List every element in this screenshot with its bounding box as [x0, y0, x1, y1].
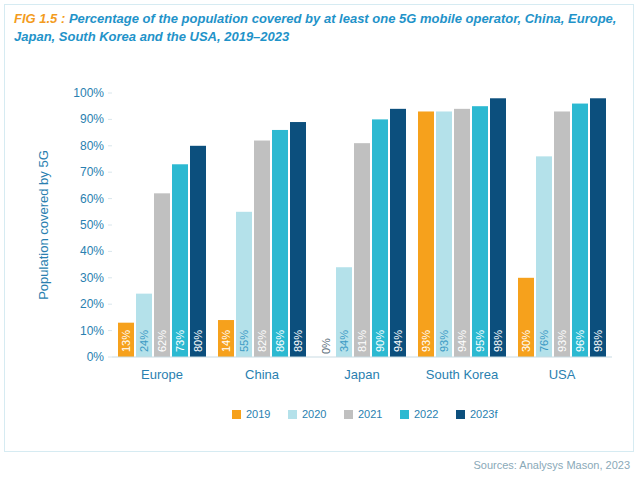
data-label: 93%: [420, 330, 432, 352]
data-label: 62%: [156, 330, 168, 352]
y-tick-label: 100%: [73, 86, 104, 100]
data-label: 73%: [174, 330, 186, 352]
y-axis-label: Population covered by 5G: [36, 150, 51, 300]
legend-swatch: [400, 410, 409, 419]
data-label: 82%: [256, 330, 268, 352]
y-tick: [108, 172, 112, 173]
bar: [390, 109, 406, 357]
data-label: 30%: [520, 330, 532, 352]
x-tick-label: Japan: [344, 367, 379, 382]
data-label: 80%: [192, 330, 204, 352]
bar: [518, 278, 534, 357]
bar: [372, 119, 388, 357]
data-label: 95%: [474, 330, 486, 352]
data-label: 55%: [238, 330, 250, 352]
x-tick-label: China: [245, 367, 280, 382]
y-tick: [108, 357, 112, 358]
data-label: 34%: [338, 330, 350, 352]
data-label: 90%: [374, 330, 386, 352]
legend-swatch: [344, 410, 353, 419]
bars: [118, 98, 606, 357]
data-label: 14%: [220, 330, 232, 352]
data-label: 0%: [320, 338, 332, 354]
y-tick-label: 30%: [80, 271, 104, 285]
bar: [290, 122, 306, 357]
bar: [490, 98, 506, 357]
bar: [436, 111, 452, 357]
bar: [418, 111, 434, 357]
data-label: 81%: [356, 330, 368, 352]
legend: 2019 2020 2021 2022 2023f: [232, 408, 498, 420]
bar: [236, 212, 252, 357]
source: Sources: Analysys Mason, 2023: [473, 459, 630, 471]
data-label: 13%: [120, 330, 132, 352]
bar: [472, 106, 488, 357]
chart: 0% 10% 20% 30% 40% 50% 60% 70% 80% 90% 100% Populat…: [0, 0, 640, 482]
bar: [172, 164, 188, 357]
data-label: 93%: [556, 330, 568, 352]
data-label: 94%: [456, 330, 468, 352]
y-tick-label: 40%: [80, 244, 104, 258]
x-axis: [112, 357, 612, 358]
y-tick-label: 60%: [80, 192, 104, 206]
y-tick: [108, 119, 112, 120]
y-tick: [108, 198, 112, 199]
bar: [590, 98, 606, 357]
data-label: 93%: [438, 330, 450, 352]
data-labels: 13% 14% 0% 93% 30% 24% 55% 34% 93% 76% 62% 82% 81% 94…: [120, 330, 604, 354]
bar: [572, 104, 588, 357]
legend-label: 2019: [246, 408, 270, 420]
data-label: 76%: [538, 330, 550, 352]
legend-label: 2021: [358, 408, 382, 420]
legend-label: 2020: [302, 408, 326, 420]
x-tick-label: South Korea: [426, 367, 499, 382]
bar: [136, 294, 152, 357]
bar: [336, 267, 352, 357]
bar: [118, 323, 134, 357]
legend-label: 2022: [414, 408, 438, 420]
y-tick: [108, 330, 112, 331]
data-label: 98%: [592, 330, 604, 352]
y-tick: [108, 277, 112, 278]
bar: [354, 143, 370, 357]
data-label: 24%: [138, 330, 150, 352]
y-tick: [108, 93, 112, 94]
data-label: 98%: [492, 330, 504, 352]
bar: [272, 130, 288, 357]
data-label: 86%: [274, 330, 286, 352]
bar: [154, 193, 170, 357]
x-tick-label: Europe: [141, 367, 183, 382]
bar: [190, 146, 206, 357]
y-tick-label: 70%: [80, 165, 104, 179]
bar: [554, 111, 570, 357]
y-tick-label: 90%: [80, 112, 104, 126]
data-label: 89%: [292, 330, 304, 352]
data-label: 94%: [392, 330, 404, 352]
legend-swatch: [232, 410, 241, 419]
bar: [536, 156, 552, 357]
y-tick: [108, 225, 112, 226]
y-tick-label: 10%: [80, 324, 104, 338]
title: FIG 1.5 : Percentage of the population c…: [14, 10, 620, 46]
x-tick-label: USA: [549, 367, 576, 382]
legend-swatch: [288, 410, 297, 419]
legend-swatch: [456, 410, 465, 419]
data-label: 96%: [574, 330, 586, 352]
y-tick-label: 50%: [80, 218, 104, 232]
y-tick-label: 0%: [87, 350, 105, 364]
bar: [218, 320, 234, 357]
y-tick: [108, 304, 112, 305]
y-tick-label: 20%: [80, 297, 104, 311]
y-tick: [108, 145, 112, 146]
bar: [254, 141, 270, 357]
legend-label: 2023f: [470, 408, 498, 420]
y-tick-label: 80%: [80, 139, 104, 153]
y-tick: [108, 251, 112, 252]
bar: [454, 109, 470, 357]
